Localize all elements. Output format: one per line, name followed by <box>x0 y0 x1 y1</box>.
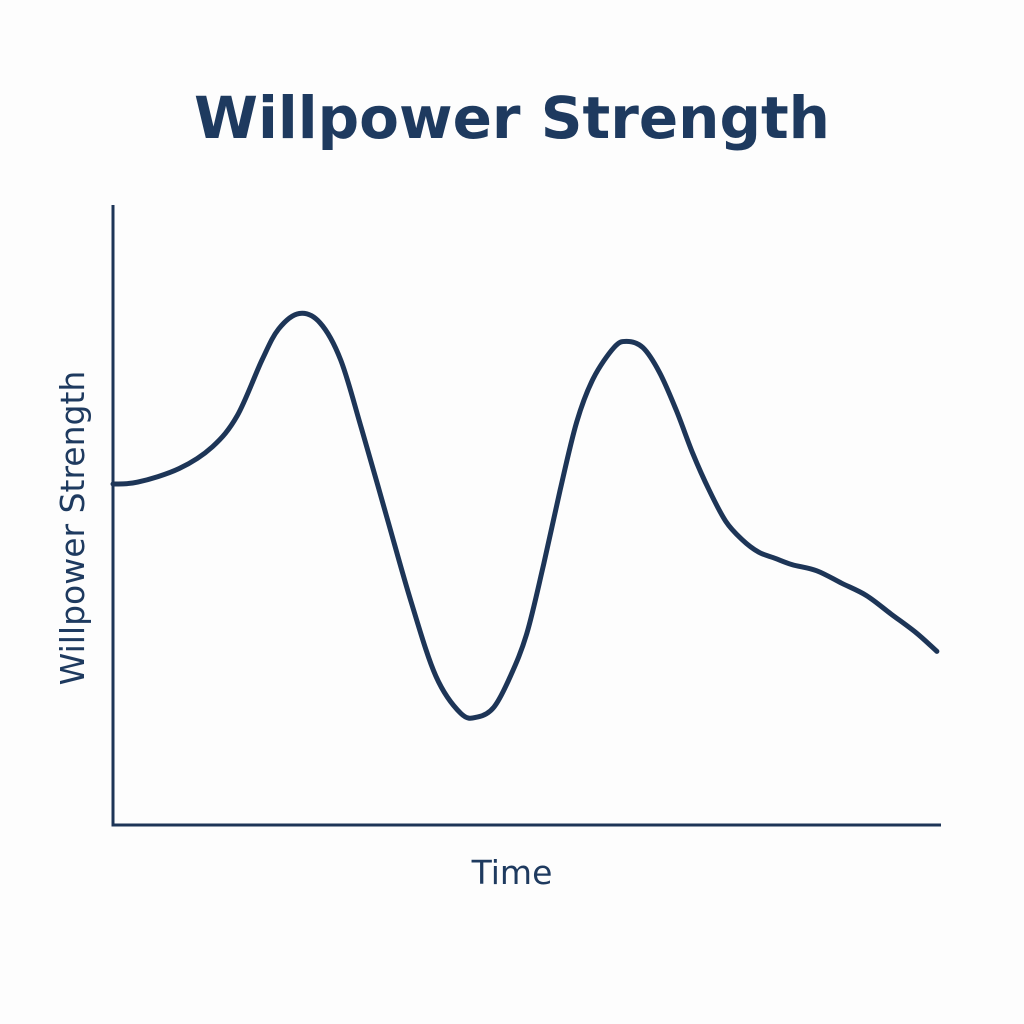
plot-area <box>110 205 941 827</box>
y-axis-label: Willpower Strength <box>53 371 92 686</box>
series-line-0 <box>110 310 940 721</box>
x-axis-label: Time <box>471 853 553 892</box>
chart-title: Willpower Strength <box>194 84 830 152</box>
